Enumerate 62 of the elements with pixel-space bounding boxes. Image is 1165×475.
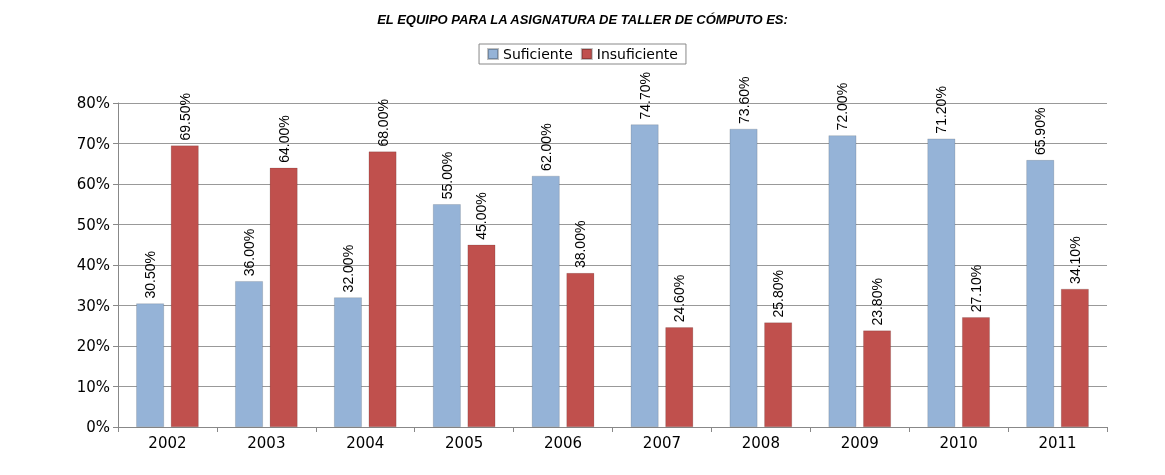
bar [729, 128, 758, 427]
data-label: 38.00% [572, 220, 589, 269]
y-tick-label: 20% [76, 337, 110, 355]
bar [630, 124, 659, 427]
bar [764, 322, 792, 427]
x-tick-label: 2008 [741, 433, 780, 452]
bar [927, 138, 956, 427]
bar [962, 317, 990, 427]
data-label: 65.90% [1032, 107, 1049, 156]
bar [235, 281, 263, 427]
legend-label: Suficiente [503, 46, 573, 62]
bar [531, 175, 560, 427]
y-tick-label: 50% [76, 215, 110, 234]
data-label: 23.80% [869, 278, 886, 326]
x-tick-label: 2004 [346, 433, 385, 452]
bar [136, 303, 164, 427]
x-tick-label: 2006 [543, 433, 583, 452]
x-tick-label: 2005 [445, 433, 484, 452]
data-label: 25.80% [770, 270, 787, 318]
bar [433, 204, 461, 427]
bar [665, 327, 694, 427]
data-label: 34.10% [1066, 236, 1083, 284]
bar [1061, 288, 1089, 427]
bar [467, 244, 496, 427]
y-tick-label: 70% [76, 134, 110, 153]
y-tick-label: 80% [76, 94, 110, 112]
data-label: 73.60% [735, 76, 752, 124]
data-label: 32.00% [339, 244, 356, 293]
x-tick-label: 2002 [148, 433, 187, 452]
y-tick-label: 0% [86, 418, 110, 436]
data-label: 24.60% [671, 274, 688, 323]
bar [863, 330, 891, 427]
bar [269, 167, 298, 427]
data-label: 69.50% [176, 93, 193, 141]
y-tick-label: 30% [76, 296, 110, 315]
y-tick-label: 60% [76, 175, 110, 193]
data-label: 74.70% [636, 71, 653, 120]
data-label: 27.10% [967, 264, 984, 313]
data-label: 72.00% [834, 82, 851, 131]
bar [368, 151, 397, 427]
x-tick-label: 2011 [1038, 433, 1077, 452]
data-label: 55.00% [438, 151, 455, 200]
bar [334, 297, 362, 427]
bar [1026, 160, 1055, 427]
data-label: 64.00% [275, 115, 292, 163]
data-label: 36.00% [241, 228, 258, 277]
chart-title: EL EQUIPO PARA LA ASIGNATURA DE TALLER DE CÓMPUTO ES: [377, 12, 788, 27]
y-tick-label: 10% [76, 377, 110, 396]
data-label: 62.00% [537, 123, 554, 171]
legend-label: Insuficiente [596, 46, 678, 62]
x-tick-label: 2009 [840, 433, 879, 452]
data-label: 30.50% [142, 250, 159, 299]
x-tick-label: 2007 [642, 433, 682, 452]
data-label: 45.00% [473, 192, 490, 240]
bar [170, 145, 199, 427]
bar [828, 135, 857, 427]
x-tick-label: 2010 [939, 433, 978, 452]
data-label: 71.20% [933, 86, 950, 134]
y-tick-label: 40% [76, 256, 110, 274]
bar [566, 273, 595, 427]
x-tick-label: 2003 [247, 433, 286, 452]
data-label: 68.00% [374, 99, 391, 147]
